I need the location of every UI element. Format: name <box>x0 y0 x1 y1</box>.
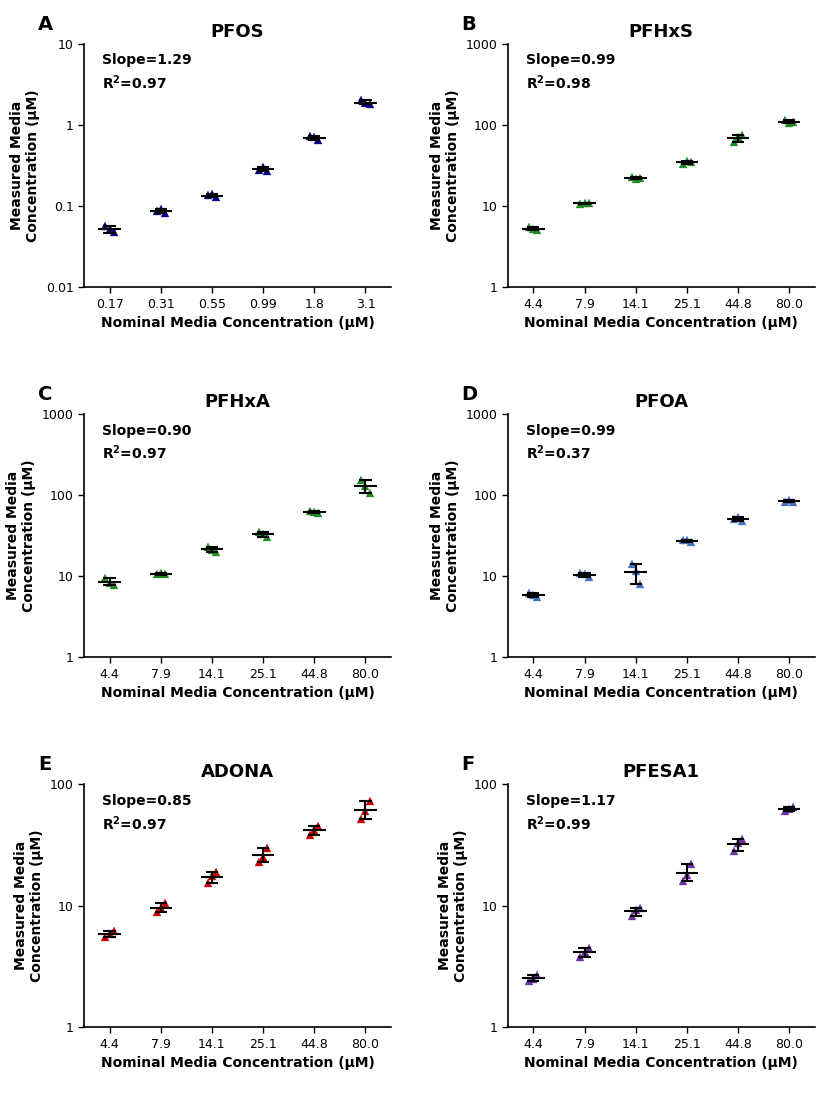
Text: Slope=1.17
$\mathregular{R^2}$=0.99: Slope=1.17 $\mathregular{R^2}$=0.99 <box>526 794 616 833</box>
Title: ADONA: ADONA <box>201 763 274 781</box>
X-axis label: Nominal Media Concentration (μM): Nominal Media Concentration (μM) <box>524 316 798 330</box>
X-axis label: Nominal Media Concentration (μM): Nominal Media Concentration (μM) <box>101 316 375 330</box>
Text: A: A <box>38 14 53 34</box>
Text: C: C <box>38 385 52 403</box>
Y-axis label: Measured Media
Concentration (μM): Measured Media Concentration (μM) <box>438 830 468 982</box>
Title: PFESA1: PFESA1 <box>622 763 700 781</box>
Text: Slope=0.85
$\mathregular{R^2}$=0.97: Slope=0.85 $\mathregular{R^2}$=0.97 <box>102 794 192 833</box>
Text: Slope=0.99
$\mathregular{R^2}$=0.98: Slope=0.99 $\mathregular{R^2}$=0.98 <box>526 54 616 92</box>
Text: Slope=0.90
$\mathregular{R^2}$=0.97: Slope=0.90 $\mathregular{R^2}$=0.97 <box>102 424 192 462</box>
X-axis label: Nominal Media Concentration (μM): Nominal Media Concentration (μM) <box>524 1057 798 1070</box>
Y-axis label: Measured Media
Concentration (μM): Measured Media Concentration (μM) <box>10 90 40 242</box>
Title: PFHxS: PFHxS <box>629 23 694 40</box>
Text: F: F <box>462 754 475 774</box>
Y-axis label: Measured Media
Concentration (μM): Measured Media Concentration (μM) <box>14 830 45 982</box>
Title: PFOS: PFOS <box>211 23 265 40</box>
X-axis label: Nominal Media Concentration (μM): Nominal Media Concentration (μM) <box>524 686 798 701</box>
X-axis label: Nominal Media Concentration (μM): Nominal Media Concentration (μM) <box>101 686 375 701</box>
Text: D: D <box>462 385 478 403</box>
Y-axis label: Measured Media
Concentration (μM): Measured Media Concentration (μM) <box>430 459 459 612</box>
Title: PFOA: PFOA <box>634 392 688 411</box>
Text: Slope=1.29
$\mathregular{R^2}$=0.97: Slope=1.29 $\mathregular{R^2}$=0.97 <box>102 54 192 92</box>
Y-axis label: Measured Media
Concentration (μM): Measured Media Concentration (μM) <box>430 90 459 242</box>
X-axis label: Nominal Media Concentration (μM): Nominal Media Concentration (μM) <box>101 1057 375 1070</box>
Text: B: B <box>462 14 476 34</box>
Title: PFHxA: PFHxA <box>205 392 270 411</box>
Text: Slope=0.99
$\mathregular{R^2}$=0.37: Slope=0.99 $\mathregular{R^2}$=0.37 <box>526 424 616 462</box>
Text: E: E <box>38 754 51 774</box>
Y-axis label: Measured Media
Concentration (μM): Measured Media Concentration (μM) <box>6 459 36 612</box>
